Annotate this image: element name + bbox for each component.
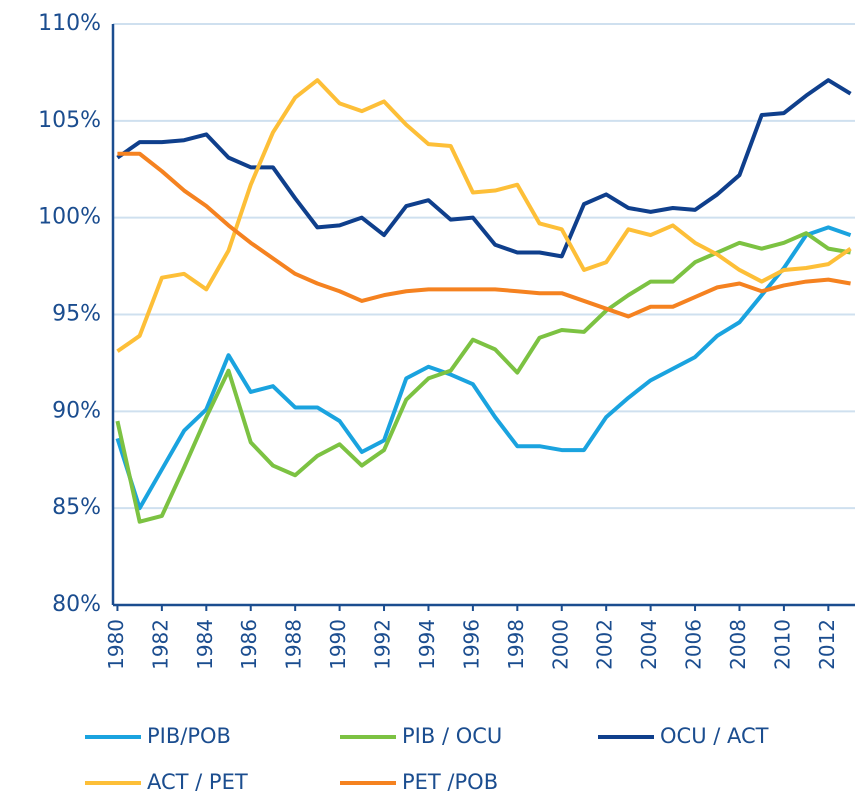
series-line xyxy=(115,231,851,524)
legend-label: PET /POB xyxy=(402,770,498,794)
x-tick-label: 1980 xyxy=(104,619,128,670)
y-tick-label: 90% xyxy=(52,398,101,423)
legend-label: OCU / ACT xyxy=(660,724,769,748)
x-tick-label: 1988 xyxy=(282,619,306,670)
series-line xyxy=(115,225,852,511)
x-tick-label: 1992 xyxy=(371,619,395,670)
legend-label: PIB / OCU xyxy=(402,724,502,748)
x-tick-label: 2006 xyxy=(682,619,706,670)
x-tick-label: 2004 xyxy=(637,619,661,670)
x-tick-label: 2012 xyxy=(815,619,839,670)
x-tick-label: 2000 xyxy=(548,619,572,670)
y-tick-label: 105% xyxy=(38,108,101,133)
series-line xyxy=(116,78,852,353)
y-tick-label: 95% xyxy=(52,302,101,327)
legend-label: PIB/POB xyxy=(147,724,231,748)
y-tick-label: 110% xyxy=(38,11,101,36)
x-tick-label: 2002 xyxy=(593,619,617,670)
x-tick-label: 2010 xyxy=(770,619,794,670)
x-tick-label: 1982 xyxy=(148,619,172,670)
series-line xyxy=(116,78,852,259)
x-tick-label: 2008 xyxy=(726,619,750,670)
x-tick-label: 1984 xyxy=(193,619,217,670)
x-tick-label: 1998 xyxy=(504,619,528,670)
y-tick-label: 100% xyxy=(38,205,101,230)
series-line xyxy=(117,151,851,319)
legend-label: ACT / PET xyxy=(147,770,248,794)
x-tick-label: 1994 xyxy=(415,619,439,670)
x-tick-label: 1986 xyxy=(237,619,261,670)
y-tick-label: 80% xyxy=(52,592,101,617)
x-tick-label: 1996 xyxy=(459,619,483,670)
x-tick-label: 1990 xyxy=(326,619,350,670)
y-tick-label: 85% xyxy=(52,495,101,520)
